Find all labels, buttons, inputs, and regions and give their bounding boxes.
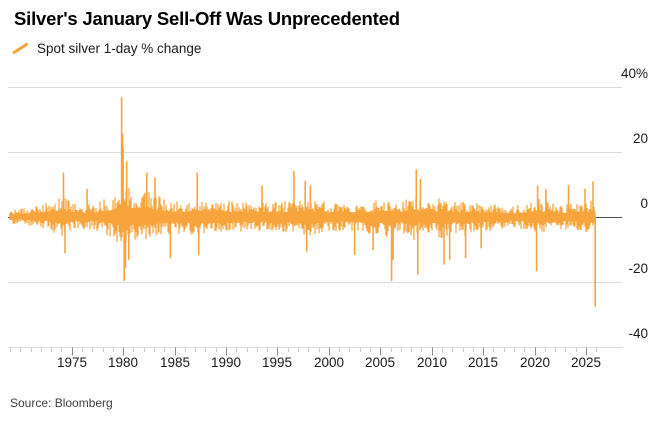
x-axis-label: 2000 bbox=[313, 355, 345, 370]
y-axis-label: -40 bbox=[628, 326, 648, 341]
x-axis-label: 2005 bbox=[364, 355, 396, 370]
chart-title: Silver's January Sell-Off Was Unpreceden… bbox=[14, 8, 400, 29]
x-axis-label: 2025 bbox=[570, 355, 602, 370]
x-axis-label: 1975 bbox=[56, 355, 88, 370]
x-axis-label: 2010 bbox=[416, 355, 448, 370]
legend: Spot silver 1-day % change bbox=[12, 41, 201, 56]
y-axis-label: 0 bbox=[640, 196, 648, 211]
source-note: Source: Bloomberg bbox=[10, 396, 113, 410]
legend-label: Spot silver 1-day % change bbox=[37, 41, 202, 56]
x-axis-label: 1980 bbox=[107, 355, 139, 370]
series-slash-icon bbox=[12, 43, 28, 54]
y-axis-label: -20 bbox=[628, 261, 648, 276]
x-axis-label: 1990 bbox=[210, 355, 242, 370]
y-axis-label: 20 bbox=[632, 131, 648, 146]
y-axis-label: 40% bbox=[620, 66, 648, 81]
x-axis-label: 1985 bbox=[159, 355, 191, 370]
x-axis-label: 1995 bbox=[261, 355, 293, 370]
x-axis-label: 2015 bbox=[467, 355, 499, 370]
x-axis-label: 2020 bbox=[519, 355, 551, 370]
